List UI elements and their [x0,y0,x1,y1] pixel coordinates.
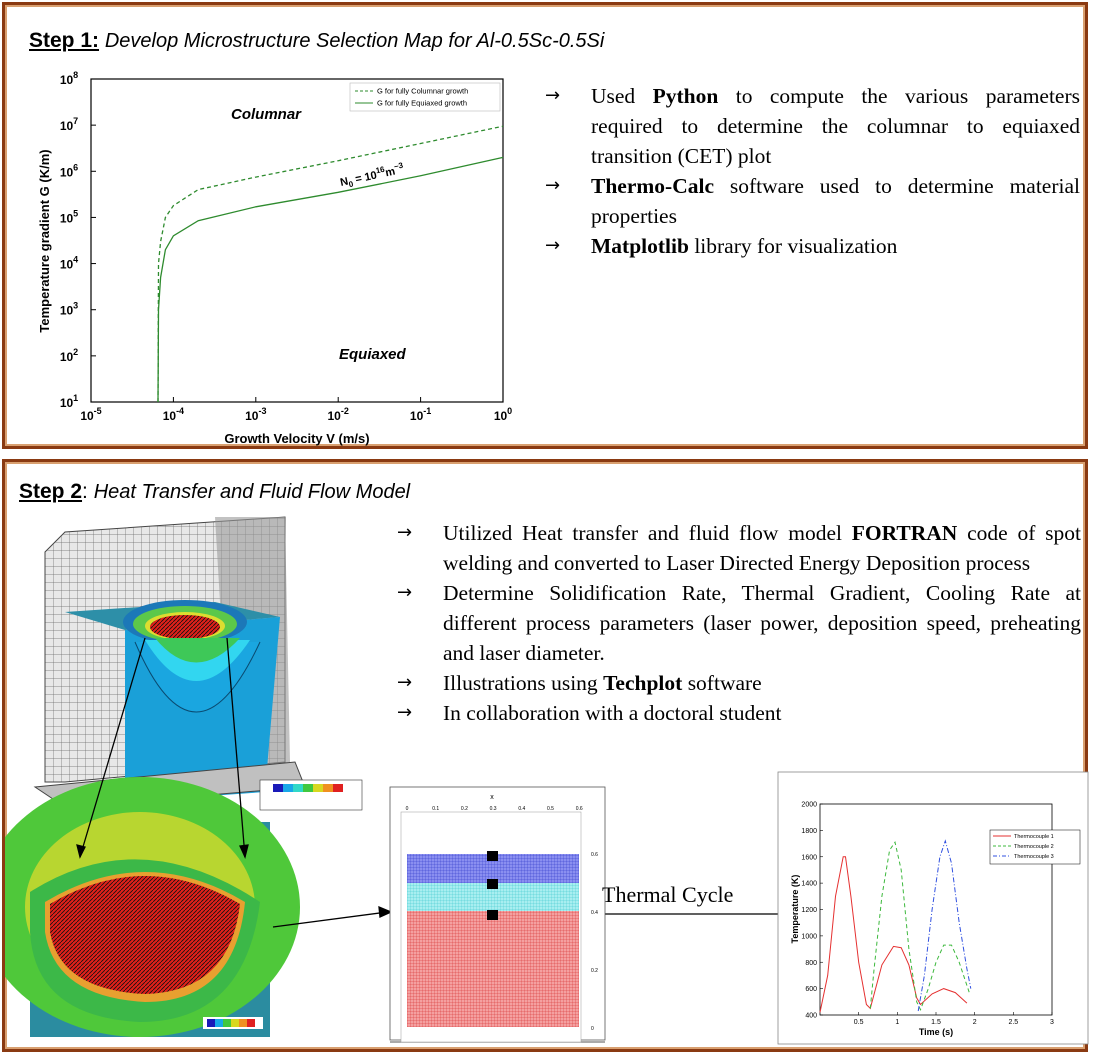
y-tick-label: 101 [60,393,78,410]
tc-legend-2: Thermocouple 2 [1014,844,1054,850]
step2-bullets: → Utilized Heat transfer and fluid flow m… [397,518,1081,728]
x-tick-label: 10-3 [245,406,266,423]
mesh-tick-label: 0.6 [576,806,583,812]
tc-x-tick: 0.5 [854,1019,864,1026]
tc-series-1 [819,856,968,1013]
step2-sep: : [82,480,94,503]
tc-y-tick: 800 [805,960,817,967]
step2-panel: Step 2: Heat Transfer and Fluid Flow Mod… [2,459,1089,1052]
thermal-cycle-label: Thermal Cycle [602,882,734,907]
arrow-icon: → [545,235,561,256]
melt-pool-zoom [5,777,300,1037]
step1-heading: Step 1: Develop Microstructure Selection… [29,29,604,53]
step1-bullet-1: → Used Python to compute the various para… [545,81,1080,171]
tc-y-tick: 1600 [801,854,817,861]
mesh-tick-label: 0.2 [461,806,468,812]
y-tick-label: 106 [60,162,78,179]
mesh-tick-label: 0 [406,806,409,812]
arrow-icon: → [397,522,413,543]
tc-legend-1: Thermocouple 1 [1014,834,1054,840]
step1-bullet-2: → Thermo-Calc software used to determine … [545,171,1080,231]
cet-chart: 10-5 10-4 10-3 10-2 10-1 100 101 102 103 104 105 10… [37,70,512,446]
step1-title: Develop Microstructure Selection Map for… [104,30,605,52]
mesh-ticks: 0 0.1 0.2 0.3 0.4 0.5 0.6 0.6 0.4 0.2 0 [406,806,599,1032]
computational-mesh: x 0 0.1 0.2 0.3 0.4 0.5 0.6 0.6 0.4 0.2 0 [389,786,606,1043]
step2-bullet-1: → Utilized Heat transfer and fluid flow m… [397,518,1081,578]
mesh-side-tick: 0.2 [591,968,598,974]
arrow-icon: → [397,672,413,693]
tc-x-tick: 3 [1050,1019,1054,1026]
connector-arrows [76,637,782,928]
cet-legend: G for fully Columnar growth G for fully … [349,82,501,112]
tc-legend-3: Thermocouple 3 [1014,854,1054,860]
step2-bullet-2: → Determine Solidification Rate, Thermal … [397,578,1081,668]
x-tick-label: 10-1 [410,406,431,423]
tc-x-tick: 2.5 [1008,1019,1018,1026]
tc-x-tick: 2 [973,1019,977,1026]
weld-pool-3d-model [33,516,363,811]
x-tick-label: 10-2 [328,406,349,423]
arrow-icon: → [545,175,561,196]
y-tick-label: 102 [60,347,78,364]
tc-y-label: Temperature (K) [790,875,800,944]
tc-x-tick: 1.5 [931,1019,941,1026]
x-axis-label: Growth Velocity V (m/s) [224,431,369,446]
step2-heading: Step 2: Heat Transfer and Fluid Flow Mod… [19,480,410,504]
step1-bullet-3: → Matplotlib library for visualization [545,231,1080,261]
tc-y-tick: 1000 [801,933,817,940]
legend-columnar-label: G for fully Columnar growth [377,87,468,96]
arrow-icon: → [545,85,561,106]
x-tick-label: 100 [494,406,512,423]
mesh-tick-label: 0.1 [432,806,439,812]
tc-y-tick: 1200 [801,907,817,914]
y-tick-label: 105 [60,208,78,225]
arrow-icon: → [397,582,413,603]
mesh-tick-label: 0.4 [518,806,525,812]
step1-bullets: → Used Python to compute the various para… [545,81,1080,261]
legend-equiaxed-label: G for fully Equiaxed growth [377,99,467,108]
annotation-n0: N0 = 1016m−3 [339,161,407,191]
cet-series-2 [157,156,504,403]
tc-y-tick: 400 [805,1013,817,1020]
mesh-axis-label: x [490,794,494,801]
step2-bullet-4: → In collaboration with a doctoral studen… [397,698,1081,728]
tc-y-tick: 1400 [801,881,817,888]
step2-label: Step 2 [19,480,83,503]
tc-y-tick: 1800 [801,828,817,835]
thermocouple-marker-2 [487,879,498,889]
y-axis-label: Temperature gradient G (K/m) [37,149,52,332]
y-tick-label: 108 [60,70,78,87]
step2-bullet-3: → Illustrations using Techplot software [397,668,1081,698]
mesh-side-tick: 0.6 [591,852,598,858]
step1-label: Step 1: [29,29,100,52]
tc-y-tick: 2000 [801,802,817,809]
tc-x-tick: 1 [895,1019,899,1026]
arrow-icon: → [397,702,413,723]
step2-title: Heat Transfer and Fluid Flow Model [93,481,411,503]
step1-panel: Step 1: Develop Microstructure Selection… [2,2,1088,449]
annotation-columnar: Columnar [231,106,302,123]
step2-figures: x 0 0.1 0.2 0.3 0.4 0.5 0.6 0.6 0.4 0.2 0 0.5 1 1.5 2… [5,516,1089,1045]
x-tick-label: 10-4 [163,406,184,423]
x-tick-label: 10-5 [80,406,101,423]
tc-x-label: Time (s) [919,1027,953,1037]
mesh-side-tick: 0 [591,1026,594,1032]
annotation-equiaxed: Equiaxed [339,346,407,363]
thermocouple-marker-1 [487,851,498,861]
thermocouple-marker-3 [487,910,498,920]
mesh-side-tick: 0.4 [591,910,598,916]
tc-series-2 [869,840,970,1011]
tc-legend: Thermocouple 1 Thermocouple 2 Thermocoup… [989,829,1081,865]
y-tick-label: 103 [60,301,78,318]
mesh-tick-label: 0.3 [490,806,497,812]
tc-series-3 [917,839,972,1012]
tc-y-tick: 600 [805,986,817,993]
plot-frame [90,78,504,403]
cet-series-1 [157,125,504,403]
thermal-cycle-chart: 0.5 1 1.5 2 2.5 3 400 600 800 1000 1200 1400 1600 180… [777,771,1089,1045]
mesh-tick-label: 0.5 [547,806,554,812]
y-tick-label: 107 [60,116,78,133]
y-tick-label: 104 [60,255,78,272]
